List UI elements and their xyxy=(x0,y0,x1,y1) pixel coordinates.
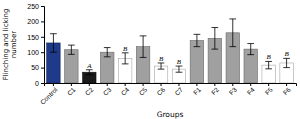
error-bar xyxy=(176,66,183,72)
x-tick-label: F4 xyxy=(246,86,257,97)
x-tick: Control xyxy=(39,83,59,106)
x-tick: F3 xyxy=(228,83,239,96)
error-bar xyxy=(283,58,290,67)
error-bar xyxy=(211,28,218,50)
y-axis: 0 50 100 150 200 250 xyxy=(27,3,44,87)
x-tick: C4 xyxy=(119,83,130,97)
x-tick-label: F6 xyxy=(281,86,292,97)
x-tick: C2 xyxy=(84,83,95,97)
y-tick-mark xyxy=(41,83,44,84)
y-tick-label: 250 xyxy=(27,3,39,10)
x-tick-label: C4 xyxy=(119,86,130,97)
x-tick: C5 xyxy=(137,83,148,97)
y-tick: 150 xyxy=(27,34,44,41)
error-bar xyxy=(50,34,57,52)
x-tick: C6 xyxy=(155,83,166,97)
x-axis-title: Groups xyxy=(157,110,184,119)
annotations: A B B B B B xyxy=(86,45,289,70)
y-axis-line xyxy=(41,7,45,84)
x-tick-label: C6 xyxy=(155,86,166,97)
annotation: A xyxy=(86,62,92,70)
y-axis-title-line: Flinching and licking xyxy=(2,9,10,81)
error-bar xyxy=(265,61,272,68)
y-axis-title: Flinching and lickingnumber xyxy=(2,9,18,81)
error-bar xyxy=(194,34,201,46)
annotation: B xyxy=(284,50,289,58)
y-tick-mark xyxy=(41,68,44,69)
x-tick: C1 xyxy=(66,83,77,97)
annotation: B xyxy=(267,53,272,61)
error-bar xyxy=(158,63,165,69)
x-tick-label: Control xyxy=(39,86,59,106)
y-tick: 200 xyxy=(27,18,44,25)
y-tick: 100 xyxy=(27,49,44,56)
y-tick: 0 xyxy=(35,80,44,87)
x-tick-label: C1 xyxy=(66,86,77,97)
x-tick-label: F2 xyxy=(210,86,221,97)
x-tick: F5 xyxy=(263,83,274,96)
y-tick-label: 0 xyxy=(35,80,39,87)
x-tick-label: C3 xyxy=(102,86,113,97)
error-bar xyxy=(104,48,111,57)
y-axis-title-line: number xyxy=(10,31,18,58)
y-tick-mark xyxy=(41,37,44,38)
x-axis: Control C1 C2 C3 C4 C5 C6 C7 F1 F2 F3 F4 F5 F6 xyxy=(39,83,297,106)
error-bar xyxy=(140,36,147,58)
y-tick-mark xyxy=(41,6,44,7)
x-tick-label: C7 xyxy=(173,86,184,97)
x-tick-label: C2 xyxy=(84,86,95,97)
y-tick: 250 xyxy=(27,3,44,10)
x-tick: C3 xyxy=(102,83,113,97)
annotation: B xyxy=(159,55,164,63)
annotation: B xyxy=(177,58,182,66)
bars xyxy=(47,19,294,83)
y-tick-mark xyxy=(41,21,44,22)
error-bar xyxy=(86,70,93,75)
y-tick-label: 50 xyxy=(31,64,39,71)
plot: 0 50 100 150 200 250 Control C1 C2 C3 C4 C5 C6 C7 F1 F2… xyxy=(27,3,296,106)
y-tick-mark xyxy=(41,52,44,53)
x-axis-line xyxy=(45,84,297,87)
chart: 0 50 100 150 200 250 Control C1 C2 C3 C4 C5 C6 C7 F1 F2… xyxy=(0,0,300,119)
x-tick: F2 xyxy=(210,83,221,96)
error-bar xyxy=(247,44,254,55)
error-bar xyxy=(122,53,129,64)
x-tick: F4 xyxy=(246,83,257,96)
error-bar xyxy=(68,45,75,54)
x-tick: C7 xyxy=(173,83,184,97)
x-tick-label: F3 xyxy=(228,86,239,97)
y-tick: 50 xyxy=(31,64,44,71)
y-tick-label: 150 xyxy=(27,34,39,41)
y-tick-label: 100 xyxy=(27,49,39,56)
error-bar xyxy=(229,19,236,47)
x-tick: F6 xyxy=(281,83,292,96)
annotation: B xyxy=(123,45,128,53)
y-tick-label: 200 xyxy=(27,18,39,25)
x-tick-label: C5 xyxy=(137,86,148,97)
x-tick: F1 xyxy=(192,83,203,96)
x-tick-label: F1 xyxy=(192,86,203,97)
x-tick-label: F5 xyxy=(263,86,274,97)
